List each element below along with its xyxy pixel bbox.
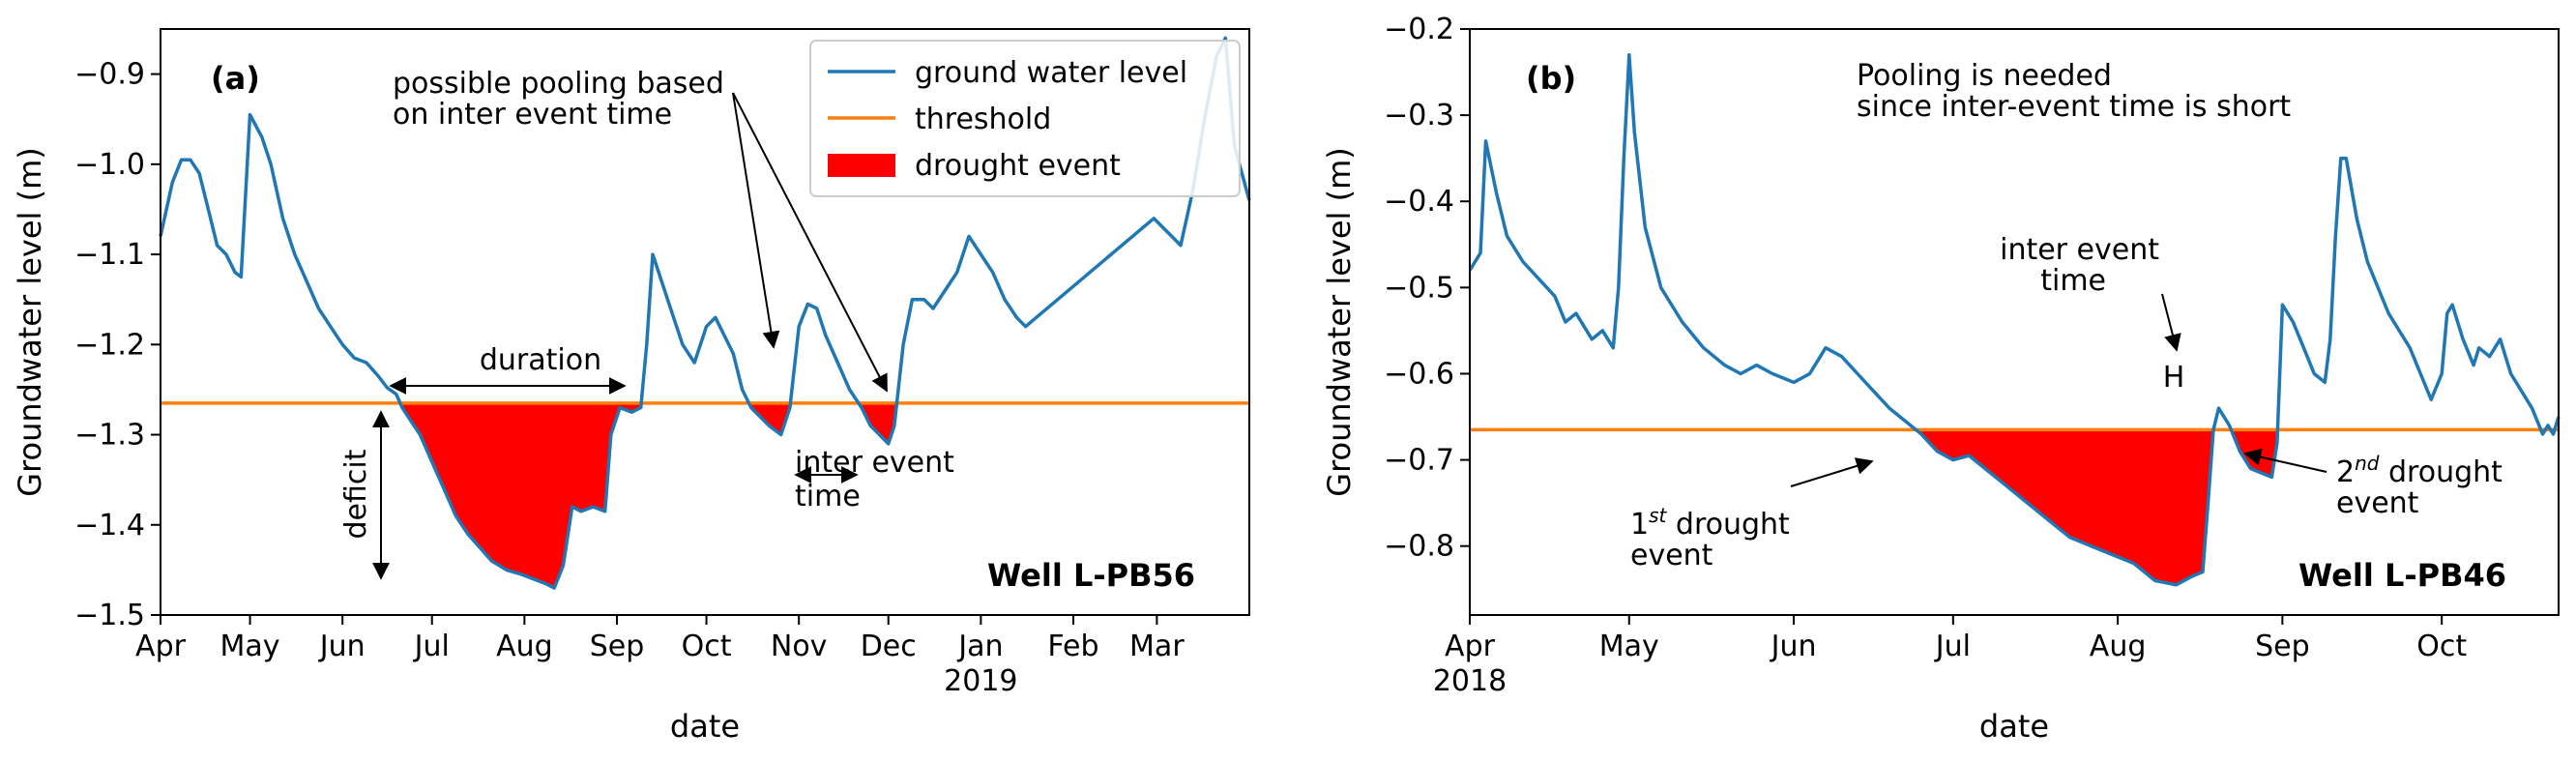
x-tick-label: Oct — [682, 630, 732, 663]
second-drought-annotation-line1: 2nd drought — [2336, 452, 2503, 489]
x-tick-label: Jul — [1934, 630, 1971, 663]
drought-event-area-3 — [858, 402, 897, 444]
y-tick-label: −0.6 — [1384, 357, 1454, 391]
x-axis-label: date — [670, 708, 740, 745]
x-tick-label: Mar — [1129, 630, 1185, 663]
x-tick-label: Jun — [318, 630, 366, 663]
y-tick-label: −1.5 — [74, 599, 145, 632]
x-axis-label: date — [1979, 708, 2049, 745]
x-tick-label: Dec — [861, 630, 917, 663]
well-label: Well L-PB56 — [987, 557, 1195, 594]
inter-event-arrow — [2161, 293, 2181, 352]
pooling-arrow-2 — [732, 92, 888, 393]
inter-event-annotation-line1: inter event — [2000, 233, 2159, 267]
x-tick-label: Sep — [2255, 630, 2310, 663]
second-drought-annotation-line2: event — [2336, 486, 2419, 520]
deficit-annotation: deficit — [339, 449, 373, 539]
x-tick-label: May — [220, 630, 280, 663]
drought-fills — [399, 402, 897, 588]
panel-label: (b) — [1526, 60, 1576, 97]
x-tick-year-label: 2018 — [1433, 664, 1507, 698]
pooling-annotation-line1: possible pooling based — [393, 67, 724, 101]
y-tick-label: −0.9 — [74, 58, 145, 92]
drought-event-area-2 — [748, 402, 791, 435]
y-tick-label: −0.3 — [1384, 99, 1454, 132]
second-drought-arrow — [2243, 448, 2327, 473]
legend-entry-threshold: threshold — [915, 103, 1051, 136]
groundwater-line — [159, 36, 1251, 590]
first-drought-annotation-line1: 1st drought — [1630, 504, 1790, 542]
y-ticks: −1.5 −1.4 −1.3 −1.2 −1.1 −1.0 −0.9 — [74, 58, 161, 632]
y-tick-label: −1.0 — [74, 148, 145, 182]
y-tick-label: −0.2 — [1384, 13, 1454, 46]
x-tick-year-label: 2019 — [944, 664, 1017, 698]
drought-event-area-1 — [1916, 429, 2213, 585]
y-tick-label: −0.5 — [1384, 271, 1454, 305]
x-tick-label: Sep — [590, 630, 645, 663]
panel-a: −1.5 −1.4 −1.3 −1.2 −1.1 −1.0 −0.9 Apr May Jun Ju… — [12, 28, 1251, 745]
first-drought-annotation-line2: event — [1630, 539, 1713, 572]
first-drought-arrow — [1790, 457, 1874, 487]
y-tick-label: −1.1 — [74, 238, 145, 272]
y-axis-label: Groundwater level (m) — [12, 147, 48, 496]
legend-entry-groundwater: ground water level — [915, 56, 1187, 90]
inter-event-annotation-line2: time — [795, 480, 861, 513]
plot-frame — [160, 28, 1250, 616]
x-tick-label: Jul — [413, 630, 450, 663]
x-tick-label: Nov — [771, 630, 828, 663]
well-label: Well L-PB46 — [2298, 557, 2506, 594]
x-tick-label: Aug — [2090, 630, 2147, 663]
x-tick-label: May — [1599, 630, 1659, 663]
x-tick-label: Aug — [496, 630, 553, 663]
pooling-annotation-line2: since inter-event time is short — [1857, 90, 2291, 124]
x-tick-label: Feb — [1047, 630, 1098, 663]
x-tick-label: Apr — [1445, 630, 1496, 663]
y-axis-label: Groundwater level (m) — [1321, 147, 1358, 496]
legend-swatch-drought — [828, 154, 895, 177]
duration-annotation: duration — [480, 343, 601, 377]
groundwater-line — [1468, 52, 2561, 587]
h-marker: H — [2163, 361, 2185, 395]
y-tick-label: −0.4 — [1384, 185, 1454, 219]
x-tick-label: Jan — [956, 630, 1003, 663]
x-tick-label: Jun — [1770, 630, 1817, 663]
y-tick-label: −1.4 — [74, 509, 145, 542]
y-ticks: −0.8 −0.7 −0.6 −0.5 −0.4 −0.3 −0.2 — [1384, 13, 1470, 564]
legend: ground water level threshold drought eve… — [809, 40, 1241, 197]
pooling-annotation-line1: Pooling is needed — [1857, 59, 2112, 93]
plot-frame — [1469, 28, 2560, 616]
y-tick-label: −1.2 — [74, 328, 145, 362]
inter-event-annotation-line1: inter event — [795, 446, 954, 480]
panel-label: (a) — [211, 60, 260, 97]
x-tick-label: Apr — [135, 630, 187, 663]
y-tick-label: −0.7 — [1384, 444, 1454, 478]
x-tick-label: Oct — [2416, 630, 2467, 663]
legend-box — [809, 40, 1241, 197]
pooling-annotation-line2: on inter event time — [393, 98, 672, 132]
y-tick-label: −1.3 — [74, 419, 145, 453]
drought-event-area-1 — [399, 402, 642, 588]
legend-entry-drought: drought event — [915, 149, 1121, 183]
y-tick-label: −0.8 — [1384, 530, 1454, 564]
inter-event-annotation-line2: time — [2040, 264, 2106, 298]
pooling-arrow-1 — [732, 92, 780, 349]
